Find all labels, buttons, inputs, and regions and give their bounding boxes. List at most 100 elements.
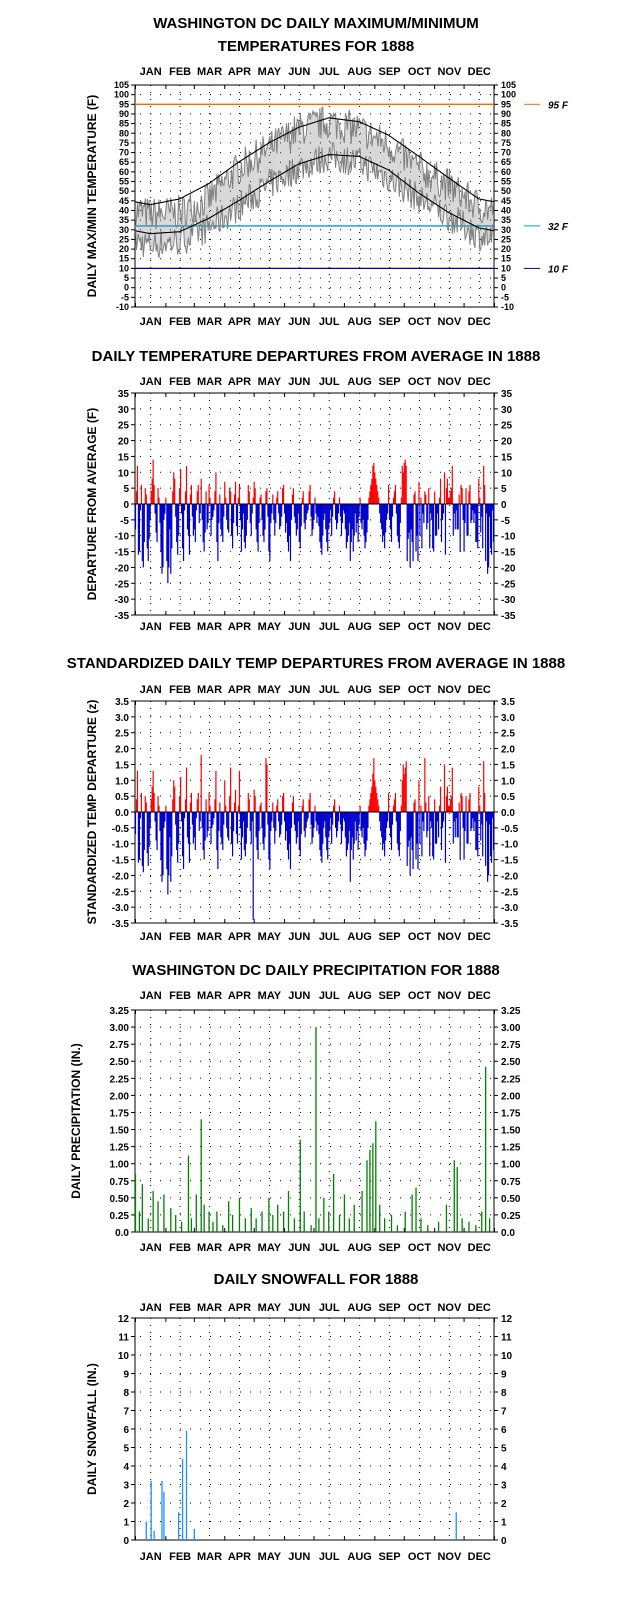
month-label-top: MAY [258,376,282,388]
y-tick-label-right: 40 [501,205,511,215]
month-label-top: FEB [169,990,191,1002]
month-label-top: NOV [437,684,462,696]
y-tick-label-right: 12 [501,1314,513,1325]
month-label-bottom: OCT [408,1551,432,1563]
y-tick-label-left: 105 [114,80,129,90]
y-tick-label-right: 2.50 [501,1057,521,1068]
month-label-bottom: OCT [408,931,432,943]
y-tick-label-right: 10 [501,1351,513,1362]
y-tick-label-left: 0.75 [110,1177,130,1188]
month-label-bottom: JUN [288,931,310,943]
month-label-top: JUN [288,990,310,1002]
y-tick-label-left: 2.75 [110,1040,130,1051]
month-label-bottom: SEP [379,316,401,328]
month-label-bottom: FEB [169,316,191,328]
y-tick-label-left: 11 [118,1333,129,1344]
y-tick-label-right: 3 [501,1481,507,1492]
chart-title: DAILY SNOWFALL FOR 1888 [214,1271,419,1288]
month-label-bottom: AUG [347,621,371,633]
month-label-bottom: MAY [258,931,282,943]
y-tick-label-left: 10 [119,263,129,273]
month-label-bottom: DEC [468,1242,491,1254]
month-label-bottom: JUL [319,1551,340,1563]
month-label-top: AUG [347,684,371,696]
y-tick-label-left: 75 [119,138,129,148]
y-tick-label-right: -1.0 [501,840,519,851]
y-tick-label-right: 5 [501,484,507,495]
month-label-top: APR [228,66,251,78]
y-tick-label-right: -30 [501,595,516,606]
month-label-top: OCT [408,1302,432,1314]
y-tick-label-right: 1.5 [501,760,515,771]
y-tick-label-left: 7 [123,1407,129,1418]
month-label-bottom: MAR [197,1242,222,1254]
month-label-top: DEC [468,1302,491,1314]
y-tick-label-left: 40 [119,205,129,215]
month-label-top: DEC [468,684,491,696]
month-label-bottom: APR [228,1242,251,1254]
y-tick-label-right: -3.5 [501,919,519,930]
chart-title: STANDARDIZED DAILY TEMP DEPARTURES FROM … [67,655,565,672]
y-tick-label-right: 25 [501,234,511,244]
month-label-bottom: MAR [197,1551,222,1563]
y-tick-label-right: 4 [501,1462,507,1473]
y-tick-label-right: 60 [501,167,511,177]
y-tick-label-left: 10 [118,468,130,479]
month-label-bottom: SEP [379,1242,401,1254]
month-label-top: OCT [408,990,432,1002]
y-tick-label-right: 105 [501,80,516,90]
y-tick-label-left: 15 [119,254,129,264]
normal-min-line [135,153,494,235]
y-tick-label-left: 0.50 [110,1194,130,1205]
y-tick-label-left: 3.00 [110,1023,130,1034]
month-label-top: APR [228,376,251,388]
month-label-bottom: OCT [408,621,432,633]
y-tick-label-right: 15 [501,452,513,463]
y-tick-label-left: 5 [123,1444,129,1455]
y-tick-label-left: 0.5 [115,792,129,803]
y-tick-label-right: 55 [501,177,511,187]
month-label-bottom: AUG [347,1242,371,1254]
month-label-top: AUG [347,376,371,388]
month-label-bottom: MAY [258,316,282,328]
y-tick-label-right: 50 [501,186,511,196]
month-label-top: MAY [258,66,282,78]
month-label-top: FEB [169,1302,191,1314]
month-label-top: APR [228,990,251,1002]
month-label-top: SEP [379,684,401,696]
y-tick-label-right: 0.0 [501,808,515,819]
daily-high-line [135,106,494,230]
month-label-top: MAR [197,376,222,388]
month-label-bottom: AUG [347,931,371,943]
y-tick-label-right: -5 [501,292,509,302]
month-label-bottom: MAY [258,621,282,633]
month-label-top: FEB [169,376,191,388]
month-label-bottom: APR [228,316,251,328]
month-label-bottom: FEB [169,1242,191,1254]
y-tick-label-right: 0 [501,283,506,293]
month-label-top: JUL [319,1302,340,1314]
month-label-bottom: JAN [140,621,162,633]
y-tick-label-left: -35 [115,611,130,622]
month-label-top: SEP [379,1302,401,1314]
y-tick-label-left: -5 [121,292,129,302]
month-label-bottom: AUG [347,1551,371,1563]
y-tick-label-right: 2.25 [501,1074,521,1085]
y-tick-label-right: 2.00 [501,1091,521,1102]
y-tick-label-left: 50 [119,186,129,196]
month-label-bottom: JAN [140,1551,162,1563]
month-label-top: MAR [197,684,222,696]
y-tick-label-left: 1.25 [110,1143,130,1154]
month-label-bottom: JUN [288,1242,310,1254]
y-axis-label: DAILY MAX/MIN TEMPERATURE (F) [85,95,99,297]
month-label-bottom: JUN [288,1551,310,1563]
month-label-top: JUN [288,1302,310,1314]
y-tick-label-right: 0.5 [501,792,515,803]
y-tick-label-right: 0 [501,1536,507,1547]
month-label-top: JUN [288,684,310,696]
y-tick-label-left: 0.0 [115,808,129,819]
month-label-bottom: APR [228,1551,251,1563]
y-tick-label-right: 0.75 [501,1177,521,1188]
y-tick-label-right: 30 [501,225,511,235]
month-label-top: MAY [258,1302,282,1314]
